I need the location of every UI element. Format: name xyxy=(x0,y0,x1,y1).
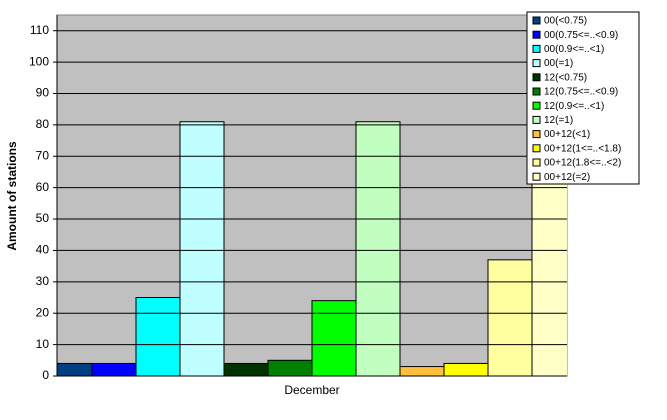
legend-swatch xyxy=(532,101,541,110)
legend-label: 00(0.75<=..<0.9) xyxy=(544,30,618,41)
legend-swatch xyxy=(532,172,541,181)
legend-swatch xyxy=(532,16,541,25)
legend-box xyxy=(526,11,640,185)
bar xyxy=(443,362,489,376)
legend-swatch xyxy=(532,87,541,96)
legend-swatch xyxy=(532,115,541,124)
legend-label: 00+12(<1) xyxy=(544,129,590,140)
legend-label: 00(=1) xyxy=(544,58,573,69)
y-tick-label: 100 xyxy=(29,54,49,68)
y-tick-label: 40 xyxy=(36,243,50,257)
bar xyxy=(57,362,93,376)
legend-swatch xyxy=(532,158,541,167)
legend-swatch xyxy=(532,44,541,53)
bar xyxy=(91,362,137,376)
legend-label: 00(<0.75) xyxy=(544,16,587,27)
legend: 00(<0.75) 00(0.75<=..<0.9) 00(0.9<=..<1) 00… xyxy=(526,11,640,185)
legend-swatch xyxy=(532,73,541,82)
y-tick-label: 50 xyxy=(36,211,50,225)
legend-label: 12(0.75<=..<0.9) xyxy=(544,87,618,98)
bar xyxy=(311,300,357,376)
y-tick-label: 90 xyxy=(36,86,50,100)
legend-label: 12(<0.75) xyxy=(544,72,587,83)
legend-swatch xyxy=(532,30,541,39)
bar xyxy=(223,362,269,376)
bar xyxy=(531,155,567,376)
y-tick-label: 0 xyxy=(42,368,49,382)
bar xyxy=(355,121,401,376)
y-tick-label: 30 xyxy=(36,274,50,288)
legend-label: 00(0.9<=..<1) xyxy=(544,44,604,55)
legend-label: 00+12(=2) xyxy=(544,172,590,183)
y-tick-label: 110 xyxy=(30,23,49,37)
bar xyxy=(487,259,533,376)
y-tick-label: 60 xyxy=(36,180,50,194)
legend-label: 12(=1) xyxy=(544,115,573,126)
legend-label: 00+12(1<=..<1.8) xyxy=(544,143,621,154)
legend-label: 12(0.9<=..<1) xyxy=(544,101,604,112)
y-tick-label: 10 xyxy=(36,337,50,351)
y-tick-label: 20 xyxy=(36,305,50,319)
bars xyxy=(57,121,567,376)
x-tick-label: December xyxy=(284,383,339,397)
y-tick-label: 80 xyxy=(36,117,50,131)
legend-swatch xyxy=(532,130,541,139)
bar xyxy=(179,121,225,376)
legend-label: 00+12(1.8<=..<2) xyxy=(544,158,621,169)
y-tick-label: 70 xyxy=(36,148,50,162)
bar xyxy=(399,366,445,376)
legend-swatch xyxy=(532,144,541,153)
legend-swatch xyxy=(532,59,541,68)
bar xyxy=(135,297,181,376)
bar xyxy=(267,359,313,376)
y-axis-title: Amount of stations xyxy=(5,141,19,251)
